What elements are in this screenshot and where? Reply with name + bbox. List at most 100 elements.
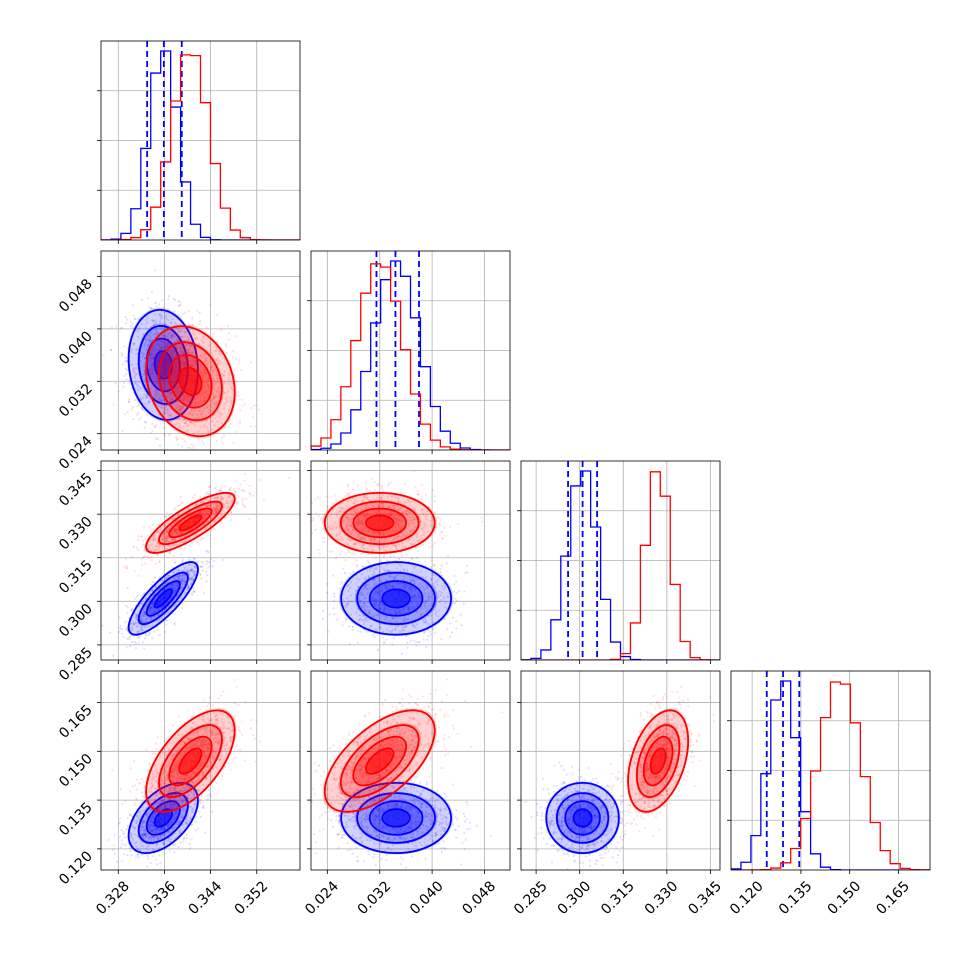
scatter-point (137, 372, 140, 375)
scatter-point (167, 342, 170, 345)
scatter-point (163, 533, 167, 536)
scatter-point (146, 401, 150, 404)
scatter-point (190, 337, 194, 340)
scatter-point (243, 403, 246, 406)
scatter-point (204, 513, 207, 516)
scatter-point (166, 536, 169, 539)
scatter-point (141, 365, 145, 368)
scatter-point (164, 310, 167, 314)
scatter-point (453, 574, 456, 577)
scatter-point (422, 619, 425, 622)
scatter-point (166, 411, 169, 414)
scatter-point (166, 371, 169, 374)
scatter-point (147, 557, 151, 560)
scatter-point (210, 400, 214, 403)
scatter-point (425, 493, 428, 497)
scatter-point (175, 347, 178, 350)
scatter-point (349, 580, 353, 584)
scatter-point (130, 408, 133, 411)
scatter-point (196, 367, 199, 371)
scatter-point (175, 381, 178, 384)
scatter-point (172, 372, 175, 375)
scatter-point (166, 619, 169, 622)
scatter-point (315, 512, 318, 515)
scatter-point (202, 517, 205, 520)
scatter-point (190, 578, 193, 581)
histogram-panel-3 (731, 671, 930, 870)
scatter-point (188, 343, 191, 346)
scatter-point (248, 492, 251, 495)
scatter-point (215, 358, 218, 361)
scatter-point (222, 374, 225, 377)
scatter-point (199, 402, 203, 405)
scatter-point (158, 560, 161, 563)
scatter-point (177, 422, 181, 425)
scatter-point (174, 529, 177, 532)
scatter-point (151, 603, 154, 606)
scatter-point (135, 624, 138, 628)
scatter-point (132, 342, 135, 345)
scatter-point (133, 376, 136, 379)
scatter-point (176, 380, 179, 383)
scatter-point (150, 606, 154, 609)
scatter-point (312, 517, 315, 520)
scatter-point (175, 354, 178, 357)
scatter-point (227, 338, 230, 341)
scatter-point (148, 399, 151, 402)
scatter-point (154, 576, 157, 579)
scatter-point (209, 557, 212, 561)
scatter-point (159, 317, 163, 320)
scatter-point (213, 396, 216, 399)
scatter-point (183, 577, 187, 580)
scatter-point (192, 359, 195, 362)
scatter-point (188, 569, 192, 572)
scatter-point (142, 372, 145, 376)
scatter-point (159, 314, 162, 317)
scatter-point (174, 340, 177, 343)
scatter-point (163, 355, 166, 358)
scatter-point (158, 312, 161, 316)
scatter-point (147, 380, 150, 383)
scatter-point (177, 372, 180, 375)
scatter-point (210, 368, 213, 372)
scatter-point (145, 395, 148, 398)
histogram-panel-1 (311, 251, 510, 450)
scatter-point (154, 302, 157, 305)
scatter-point (151, 371, 154, 375)
scatter-point (173, 508, 176, 512)
scatter-point (124, 620, 127, 624)
scatter-point (148, 338, 151, 342)
scatter-point (181, 437, 184, 441)
scatter-point (143, 363, 146, 366)
scatter-point (199, 539, 202, 542)
scatter-point (195, 503, 198, 506)
scatter-point (169, 552, 172, 556)
histogram-panel-2 (521, 461, 720, 660)
scatter-point (150, 612, 153, 615)
scatter-point (152, 308, 155, 311)
scatter-point (187, 348, 190, 352)
scatter-point (392, 637, 395, 640)
scatter-point (164, 374, 167, 378)
scatter-point (170, 353, 173, 357)
scatter-point (148, 607, 152, 610)
scatter-point (169, 334, 172, 338)
scatter-point (148, 342, 152, 345)
scatter-point (230, 511, 233, 514)
histogram-panel-0 (101, 41, 300, 240)
scatter-point (154, 585, 158, 589)
scatter-point (453, 583, 456, 586)
scatter-point (199, 425, 202, 428)
scatter-point (184, 363, 187, 366)
scatter-point (162, 334, 165, 337)
scatter-point (178, 574, 181, 577)
scatter-point (200, 339, 203, 342)
scatter-point (202, 511, 205, 514)
scatter-point (152, 630, 156, 633)
scatter-point (181, 363, 184, 366)
scatter-point (243, 490, 247, 493)
scatter-point (199, 573, 202, 576)
scatter-point (168, 551, 171, 554)
scatter-point (168, 391, 171, 394)
scatter-point (137, 636, 140, 640)
